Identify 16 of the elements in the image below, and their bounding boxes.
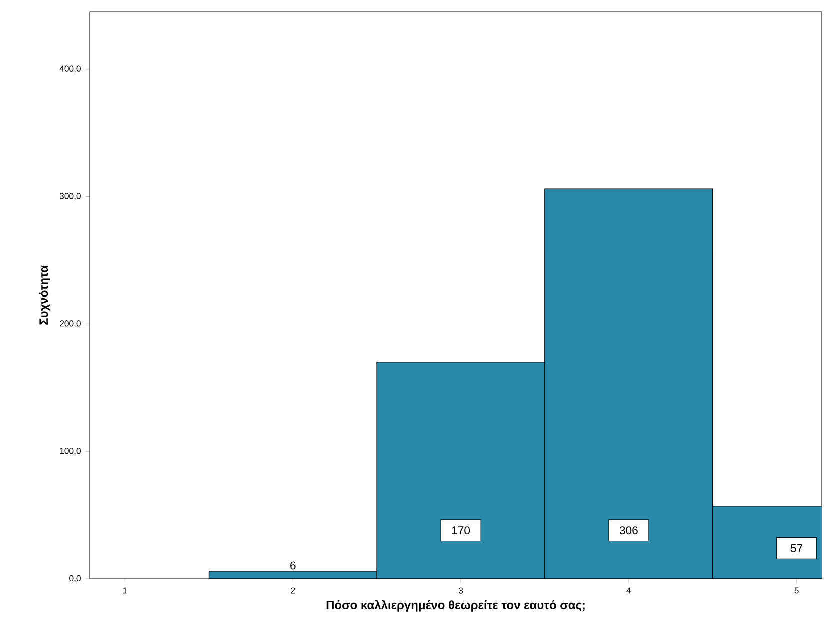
y-tick-label: 200,0 xyxy=(60,320,81,328)
x-tick-label: 2 xyxy=(291,588,296,594)
x-axis-title: Πόσο καλλιεργημένο θεωρείτε τον εαυτό σας; xyxy=(326,600,585,612)
y-tick-label: 100,0 xyxy=(60,448,81,456)
x-tick-label: 4 xyxy=(626,588,632,594)
x-tick-label: 5 xyxy=(794,588,799,594)
data-label: 306 xyxy=(620,526,638,535)
y-axis-title: Συχνότητα xyxy=(39,266,50,325)
y-tick-label: 300,0 xyxy=(60,193,81,200)
y-tick-label: 0,0 xyxy=(70,575,81,583)
x-tick-label: 1 xyxy=(124,588,128,594)
y-tick-label: 400,0 xyxy=(60,66,81,73)
data-label: 57 xyxy=(790,544,803,552)
data-label: 6 xyxy=(290,562,296,570)
data-label: 170 xyxy=(452,526,470,535)
x-tick-label: 3 xyxy=(458,588,464,594)
